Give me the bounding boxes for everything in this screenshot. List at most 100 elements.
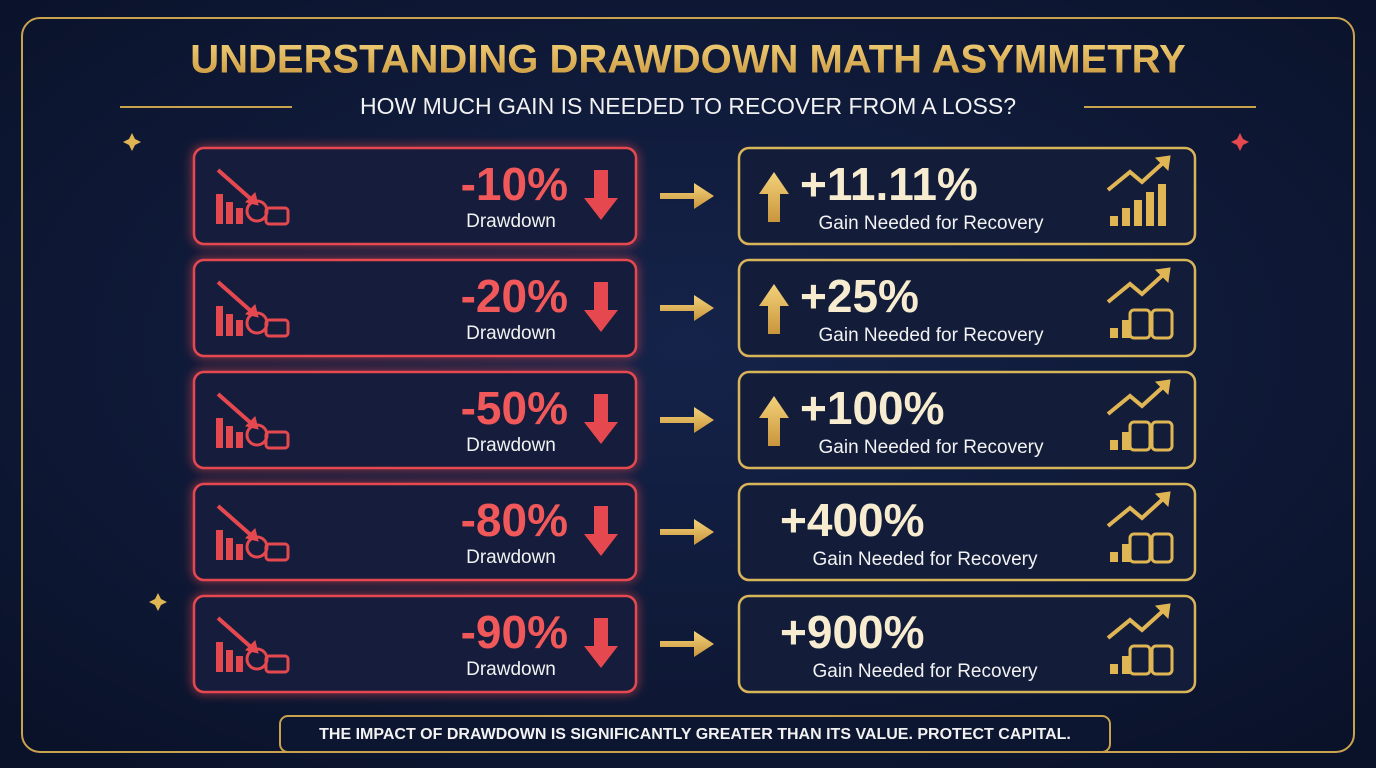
loss-icon [216,616,290,674]
rows: -10%Drawdown+11.11%Gain Needed for Recov… [123,133,1249,694]
flow-arrow [660,183,714,209]
icon-coins [1150,308,1174,340]
drawdown-box [192,482,638,582]
icon-coins [1128,308,1152,340]
drawdown-label: Drawdown [466,659,556,680]
flow-arrow [660,631,714,657]
icon-coins [1150,644,1174,676]
icon-arrow-head [1154,379,1171,396]
drawdown-value: -50% [461,382,568,434]
icon-bar [1122,320,1130,338]
drawdown-value: -10% [461,158,568,210]
icon-bar [1110,664,1118,674]
loss-icon [216,280,290,338]
icon-bar [236,656,243,672]
icon-bar [1122,544,1130,562]
icon-bar [1110,328,1118,338]
gain-box [737,370,1197,470]
icon-bar [216,194,223,224]
gain-label: Gain Needed for Recovery [813,549,1038,570]
icon-bar [1110,216,1118,226]
icon-bar [1122,656,1130,674]
down-arrow [584,394,618,444]
gain-icon [1106,155,1171,226]
row: -90%Drawdown +900% Gain Needed for Recover… [192,594,1197,694]
down-arrow [584,618,618,668]
icon-bar [1110,552,1118,562]
icon-arrow [1106,608,1166,640]
sparkle [149,593,167,611]
icon-arrow [1106,272,1166,304]
icon-arrow [216,616,254,650]
icon-bar [1110,440,1118,450]
footer: THE IMPACT OF DRAWDOWN IS SIGNIFICANTLY … [319,726,1071,743]
icon-coins [1128,420,1152,452]
icon-bar [1158,184,1166,226]
icon-coins [1150,420,1174,452]
drawdown-value: -20% [461,270,568,322]
icon-arrow-head [1154,155,1171,172]
icon-arrow [216,280,254,314]
drawdown-value: -90% [461,606,568,658]
sparkle [123,133,141,151]
icon-bar [216,642,223,672]
flow-arrow [660,519,714,545]
icon-bar [226,650,233,672]
title: UNDERSTANDING DRAWDOWN MATH ASYMMETRY [190,38,1186,82]
gain-label: Gain Needed for Recovery [819,437,1044,458]
icon-coins [264,206,290,226]
drawdown-box [192,146,638,246]
flow-arrow [660,295,714,321]
gain-value: +100% [800,382,945,434]
icon-bar [226,314,233,336]
icon-bar [1122,432,1130,450]
gain-value: +400% [780,494,925,546]
loss-icon [216,504,290,562]
subtitle: HOW MUCH GAIN IS NEEDED TO RECOVER FROM … [360,93,1016,119]
up-arrow [759,284,789,334]
icon-bar [1122,208,1130,226]
icon-coins [264,318,290,338]
drawdown-label: Drawdown [466,547,556,568]
down-arrow [584,170,618,220]
icon-bar [226,426,233,448]
loss-icon [216,392,290,450]
icon-coins [1128,532,1152,564]
icon-bar [1134,200,1142,226]
gain-box [737,146,1197,246]
gain-box [737,258,1197,358]
drawdown-box [192,594,638,694]
down-arrow [584,506,618,556]
icon-bar [216,306,223,336]
gain-icon [1106,603,1174,676]
up-arrow [759,172,789,222]
icon-arrow [1106,496,1166,528]
icon-coins [264,542,290,562]
loss-icon [216,168,290,226]
drawdown-box [192,370,638,470]
up-arrow [759,396,789,446]
icon-bar [236,208,243,224]
flow-arrow [660,407,714,433]
icon-arrow-head [1154,491,1171,508]
gain-icon [1106,491,1174,564]
gain-value: +25% [800,270,919,322]
icon-arrow-head [1154,603,1171,620]
gain-box [737,594,1197,694]
row: -50%Drawdown +100% Gain Needed for Recover… [192,370,1197,470]
icon-coins [264,654,290,674]
gain-box [737,482,1197,582]
gain-icon [1106,379,1174,452]
gain-label: Gain Needed for Recovery [819,325,1044,346]
gain-label: Gain Needed for Recovery [819,213,1044,234]
icon-arrow [1106,384,1166,416]
drawdown-label: Drawdown [466,211,556,232]
icon-bar [236,432,243,448]
row: -10%Drawdown +11.11% Gain Needed for Recov… [192,146,1197,246]
gain-value: +900% [780,606,925,658]
icon-bar [236,320,243,336]
gain-label: Gain Needed for Recovery [813,661,1038,682]
icon-coins [1128,644,1152,676]
row: -20%Drawdown +25% Gain Needed for Recovery [192,258,1197,358]
